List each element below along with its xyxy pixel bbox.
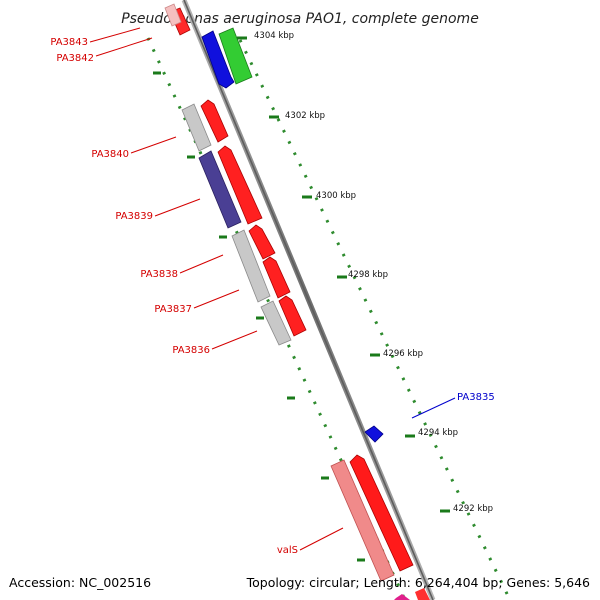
gene-label-pa3837[interactable]: PA3837: [154, 304, 192, 315]
gene-feature-green[interactable]: [218, 27, 253, 85]
gene-label-pa3839[interactable]: PA3839: [115, 211, 153, 222]
gene-label-pa3838[interactable]: PA3838: [140, 269, 178, 280]
gene-feature-pa3836-grey[interactable]: [260, 300, 292, 346]
gene-feature-pa3836[interactable]: [278, 295, 307, 337]
gene-feature-partial[interactable]: [415, 588, 430, 600]
right-leader-line: [411, 397, 456, 419]
gene-label-pa3836[interactable]: PA3836: [172, 345, 210, 356]
tick-label: 4302 kbp: [285, 111, 325, 121]
tick-label: 4298 kbp: [348, 270, 388, 280]
tick-label: 4304 kbp: [254, 31, 294, 41]
gene-label-pa3840[interactable]: PA3840: [91, 149, 129, 160]
left-leader-lines: [89, 27, 344, 551]
gene-label-pa3842[interactable]: PA3842: [56, 53, 94, 64]
gene-feature-pa3838[interactable]: [248, 224, 276, 260]
accession-text: Accession: NC_002516: [9, 575, 151, 590]
gene-feature-pa3840-grey[interactable]: [181, 103, 212, 152]
gene-label-pa3843[interactable]: PA3843: [50, 37, 88, 48]
tick-label: 4294 kbp: [418, 428, 458, 438]
gene-label-pa3835[interactable]: PA3835: [457, 392, 495, 403]
gene-feature-pa3840[interactable]: [200, 99, 229, 143]
major-ticks: [237, 36, 450, 513]
gene-feature-partial[interactable]: [394, 594, 410, 600]
gene-feature-pa3838-grey[interactable]: [231, 229, 271, 303]
gene-feature-pa3835[interactable]: [364, 425, 384, 443]
gene-feature-pa3842[interactable]: [164, 3, 182, 27]
map-title: Pseudomonas aeruginosa PAO1, complete ge…: [121, 11, 479, 27]
gene-feature-vals[interactable]: [349, 454, 414, 572]
topology-text: Topology: circular; Length: 6,264,404 bp…: [246, 575, 590, 590]
inner-major-ticks: [153, 71, 365, 562]
gene-label-vals[interactable]: valS: [277, 545, 298, 556]
gene-feature-vals-pink[interactable]: [330, 459, 395, 582]
tick-label: 4292 kbp: [453, 504, 493, 514]
gene-feature-pa3839[interactable]: [217, 145, 263, 225]
gene-feature-pa3839-purple[interactable]: [198, 150, 242, 229]
gene-features: [164, 3, 430, 600]
gene-feature-pa3837[interactable]: [262, 256, 291, 299]
tick-label: 4296 kbp: [383, 349, 423, 359]
gene-feature-blue[interactable]: [201, 30, 235, 89]
tick-label: 4300 kbp: [316, 191, 356, 201]
